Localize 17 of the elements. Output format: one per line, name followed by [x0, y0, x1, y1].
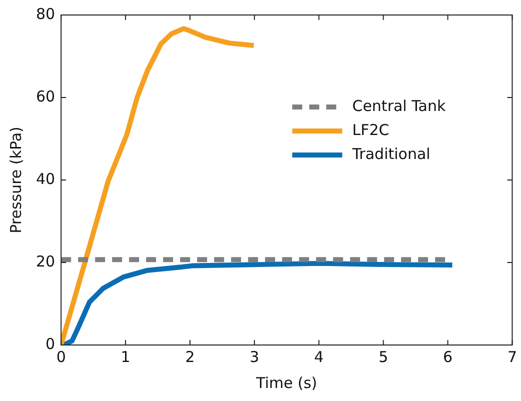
x-tick-label: 1 [120, 348, 130, 366]
x-tick-label: 7 [507, 348, 517, 366]
y-tick-label: 40 [36, 170, 56, 188]
y-tick-label: 20 [36, 252, 56, 270]
x-tick-label: 3 [250, 348, 260, 366]
y-tick-label: 0 [46, 334, 56, 353]
x-tick-label: 6 [443, 348, 453, 366]
y-tick-label: 80 [36, 4, 56, 23]
legend-label: Traditional [351, 144, 430, 163]
legend-label: LF2C [352, 120, 390, 139]
y-tick-label: 60 [36, 87, 56, 106]
x-tick-label: 5 [378, 348, 388, 366]
x-tick-label: 4 [314, 348, 324, 366]
x-axis-title: Time (s) [255, 374, 318, 392]
x-tick-label: 2 [185, 348, 195, 366]
legend-label: Central Tank [352, 96, 446, 115]
y-axis-title: Pressure (kPa) [6, 126, 25, 234]
